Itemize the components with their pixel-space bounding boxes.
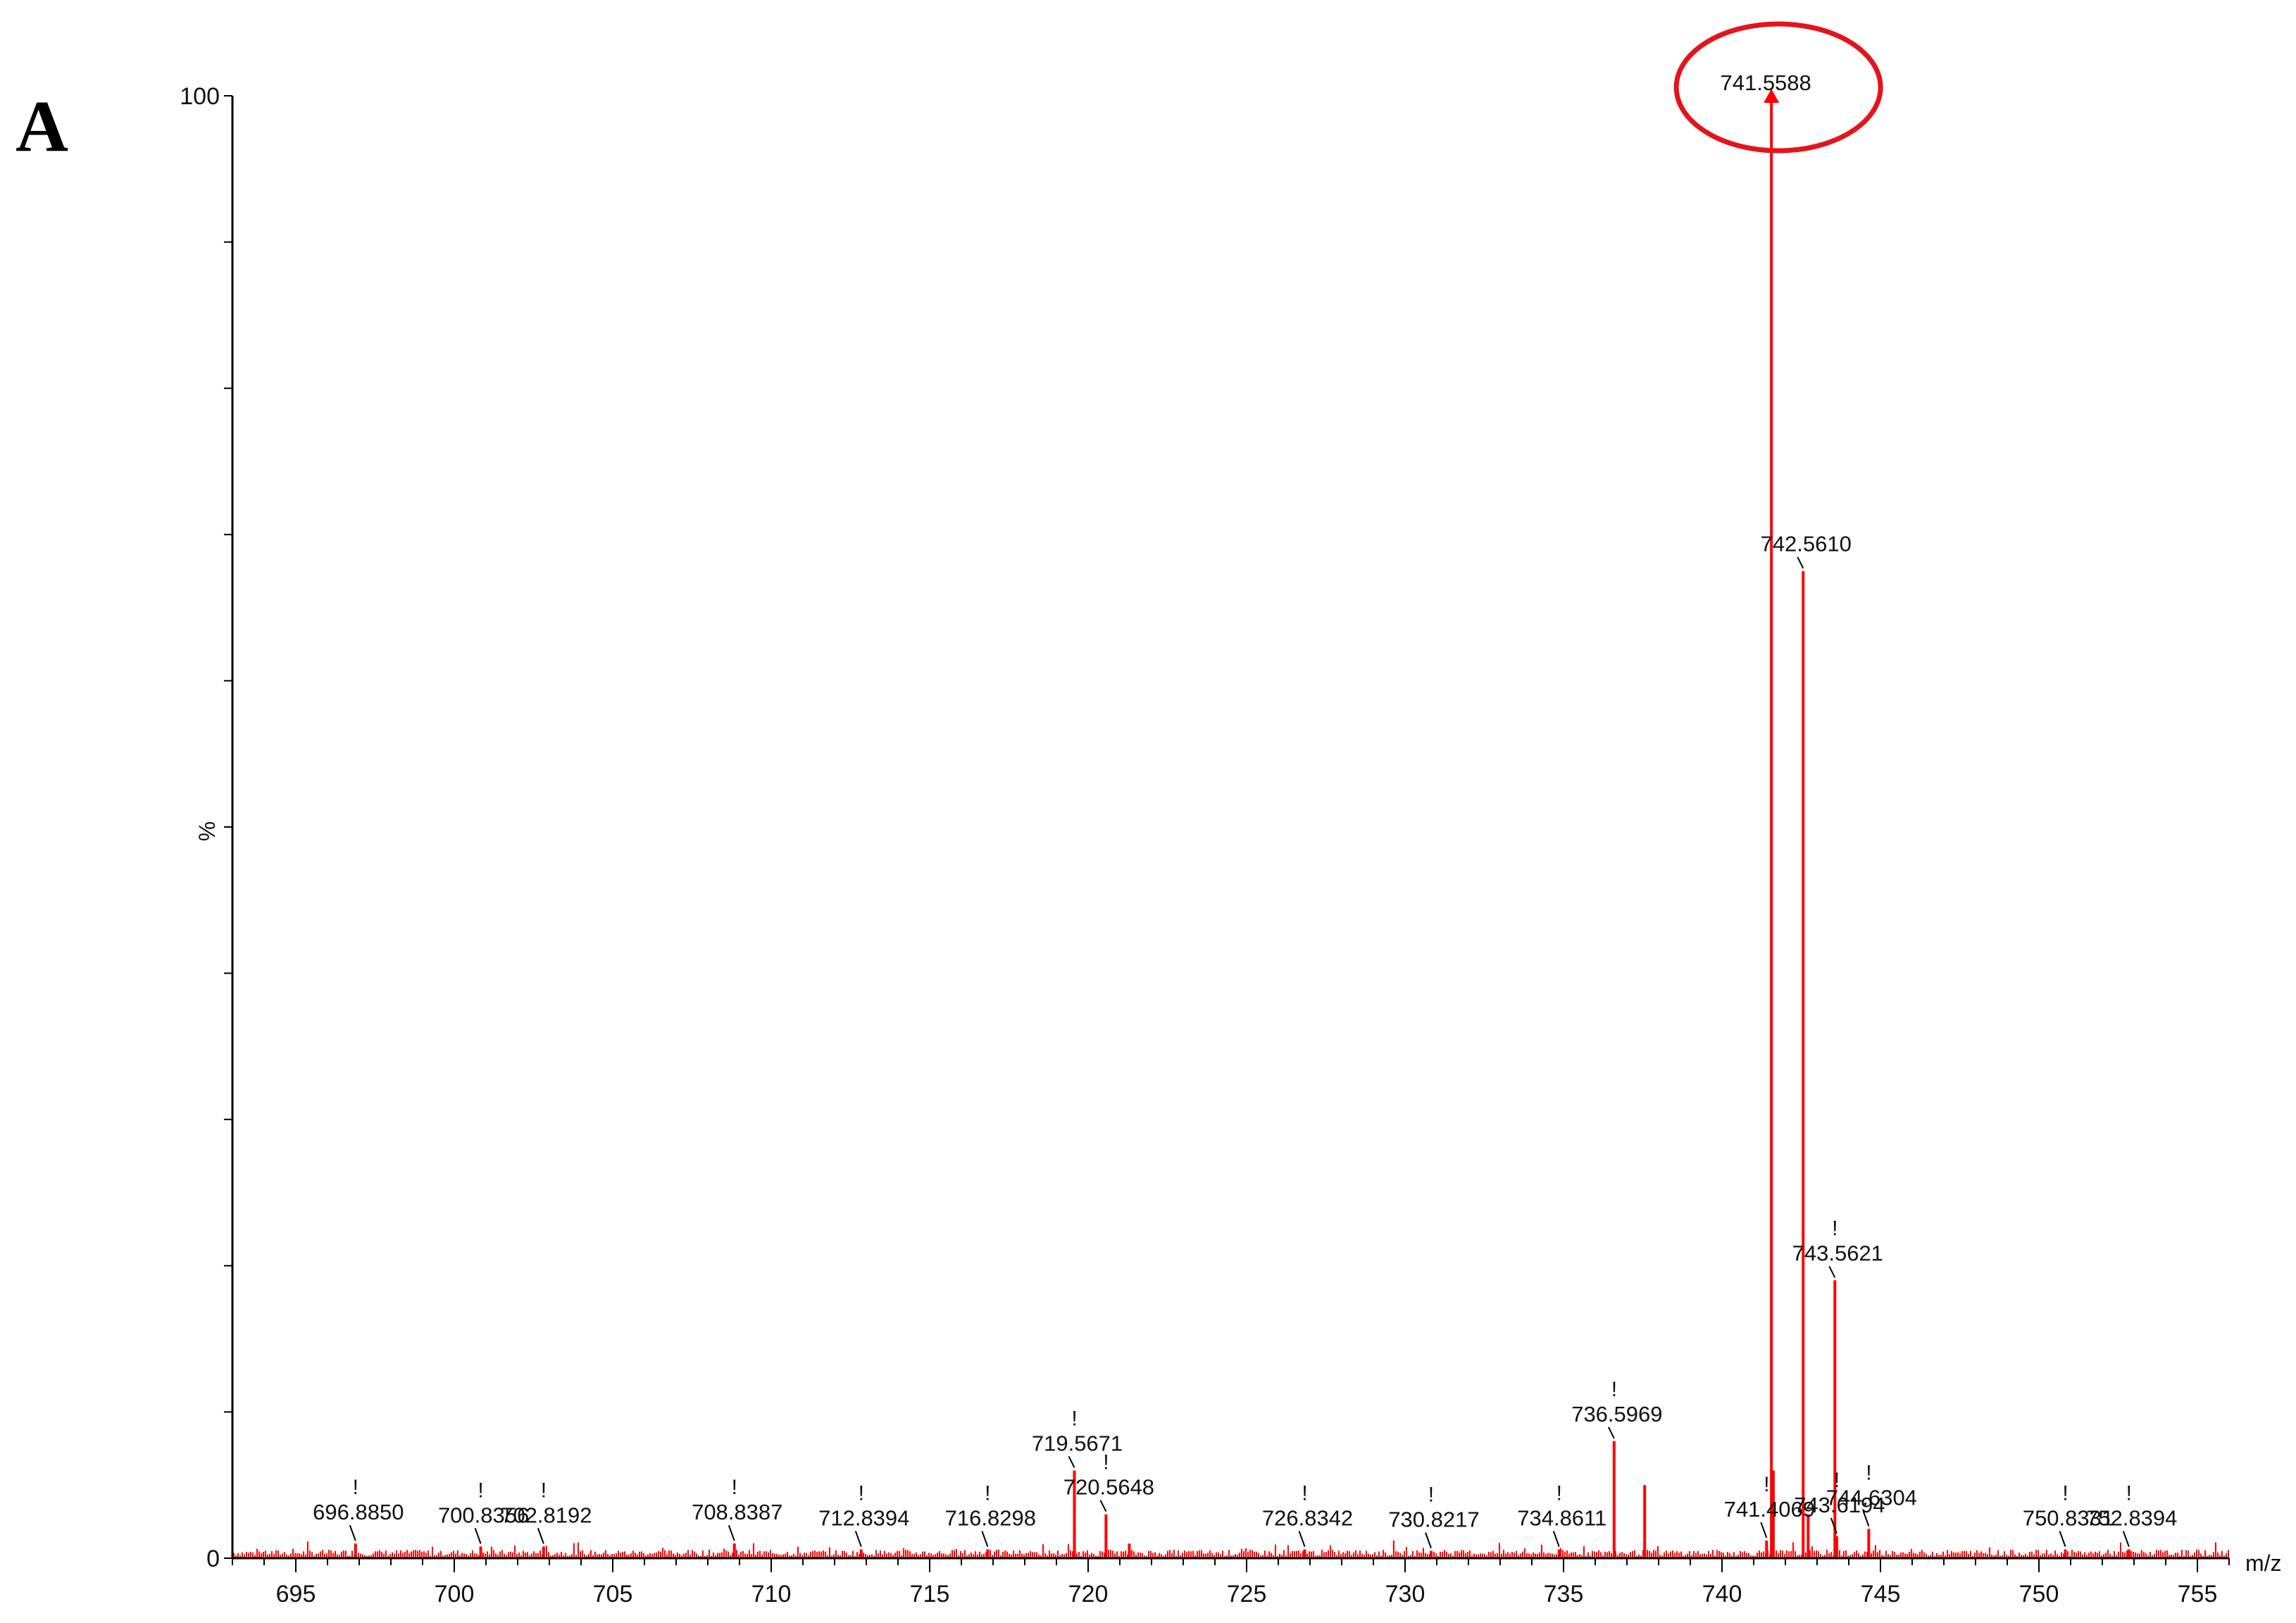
peak-labels: 696.8850!700.8356!702.8192!708.8387!712.… [313, 532, 2177, 1548]
peak-marker: ! [2062, 1482, 2068, 1505]
x-tick-label: 745 [1861, 1581, 1901, 1608]
peak-marker: ! [1834, 1469, 1840, 1492]
peak-label: 716.8298 [945, 1506, 1036, 1531]
peak-label: 702.8192 [501, 1503, 592, 1527]
peak-marker: ! [353, 1476, 358, 1499]
x-tick-label: 735 [1544, 1581, 1584, 1608]
peak-label-leader [1298, 1531, 1306, 1547]
peak-marker: ! [1071, 1407, 1077, 1430]
x-tick-label: 710 [751, 1581, 792, 1608]
peak-marker: ! [1428, 1484, 1434, 1507]
peak-marker: ! [1302, 1482, 1307, 1505]
noise-path [233, 1540, 2229, 1558]
peak-marker: ! [541, 1479, 547, 1502]
peak-marker: ! [1103, 1451, 1109, 1474]
peak-label: 743.5621 [1792, 1241, 1883, 1266]
peak-marker: ! [859, 1482, 864, 1505]
peak-label: 752.8394 [2086, 1506, 2177, 1531]
peak-marker: ! [985, 1482, 990, 1505]
peak-label: 730.8217 [1388, 1507, 1479, 1532]
peak-marker: ! [1832, 1217, 1838, 1240]
peak-label: 744.6304 [1826, 1485, 1917, 1510]
peak-marker: ! [1556, 1482, 1562, 1505]
peak-label: 696.8850 [313, 1500, 404, 1524]
peak-label-leader [2059, 1531, 2066, 1547]
peak-label-leader [854, 1531, 862, 1547]
x-tick-label: 740 [1702, 1581, 1742, 1608]
peak-label-leader [2122, 1531, 2130, 1547]
peak-label: 750.8331 [2023, 1506, 2114, 1531]
peak-label: 700.8356 [438, 1503, 529, 1527]
x-tick-label: 720 [1068, 1581, 1109, 1608]
peak-label: 741.4069 [1724, 1497, 1815, 1522]
peak-label-leader [537, 1528, 544, 1544]
peak-label: 743.6194 [1794, 1493, 1885, 1517]
x-tick-label: 715 [910, 1581, 950, 1608]
x-tick-label: 750 [2019, 1581, 2059, 1608]
x-tick-label: 730 [1385, 1581, 1425, 1608]
peak-marker: ! [1764, 1473, 1769, 1496]
highlight-ellipse [1673, 21, 1883, 154]
panel-label: A [15, 86, 69, 167]
peak-label-leader [1760, 1522, 1768, 1538]
peak-label-leader [474, 1528, 482, 1544]
x-tick-label: 695 [276, 1581, 316, 1608]
peak-marker: ! [1611, 1378, 1617, 1401]
peak-marker: ! [1866, 1461, 1871, 1484]
peak-label: 720.5648 [1063, 1475, 1154, 1500]
y-tick-label: 100 [180, 83, 220, 110]
peak-label-leader [728, 1524, 735, 1541]
peak-marker: ! [2126, 1482, 2132, 1505]
peak-label-leader [1552, 1531, 1560, 1547]
peak-label-leader [1797, 556, 1804, 569]
peak-label-leader [1828, 1266, 1836, 1279]
peak-label: 712.8394 [818, 1506, 909, 1531]
peak-label: 708.8387 [692, 1500, 782, 1524]
peak-label: 736.5969 [1571, 1402, 1662, 1426]
peak-label-leader [1425, 1532, 1432, 1548]
base-peak-arrow [1764, 89, 1780, 103]
peak-label: 719.5671 [1032, 1431, 1123, 1455]
x-tick-label: 705 [593, 1581, 633, 1608]
base-peak-highlight: 741.5588 [1673, 21, 1883, 154]
peak-label: 742.5610 [1761, 532, 1852, 556]
peak-lines [354, 89, 2130, 1558]
x-axis-label: m/z [2245, 1550, 2282, 1576]
x-tick-label: 725 [1227, 1581, 1267, 1608]
x-tick-label: 755 [2178, 1581, 2218, 1608]
peak-label: 734.8611 [1517, 1506, 1606, 1531]
peak-label-leader [1099, 1500, 1107, 1512]
y-axis-label: % [194, 821, 220, 841]
peak-label-leader [981, 1531, 989, 1547]
base-peak-label: 741.5588 [1720, 70, 1811, 95]
peak-label-leader [349, 1524, 356, 1541]
y-tick-label: 0 [206, 1546, 220, 1572]
peak-label-leader [1068, 1455, 1075, 1468]
peak-label-leader [1830, 1517, 1838, 1534]
peak-label-leader [1862, 1510, 1870, 1526]
axes: 0 100% 695 700 705 710 715 720 725 730 735 740 745 75… [180, 83, 2281, 1608]
peak-marker: ! [732, 1476, 737, 1499]
x-tick-label: 700 [435, 1581, 475, 1608]
peak-label-leader [1607, 1426, 1615, 1439]
peak-marker: ! [478, 1479, 483, 1502]
peak-label: 726.8342 [1262, 1506, 1353, 1531]
baseline-noise [233, 1540, 2229, 1558]
